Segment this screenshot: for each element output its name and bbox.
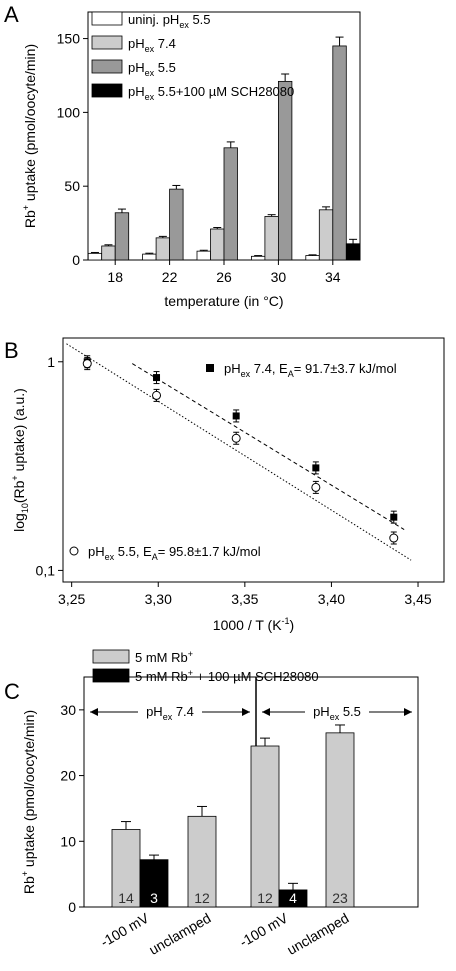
y-axis-label: log10(Rb+ uptake) (a.u.) (10, 388, 30, 532)
y-tick-label: 150 (57, 31, 81, 47)
x-tick-label: 3,45 (404, 591, 431, 607)
x-tick-label: 18 (107, 269, 123, 285)
x-tick-label: -100 mV (237, 909, 291, 950)
y-tick-label: 20 (60, 768, 76, 784)
panel-c-chart: 0 10 20 30 14 3 -100 mV 12 unclamped 12 4 -100 mV 23… (20, 649, 419, 958)
legend-label: pHex 7.4 (128, 36, 176, 54)
y-tick-label: 50 (64, 178, 80, 194)
bar (277, 80, 293, 261)
data-point-circle (231, 433, 241, 443)
data-point-square (312, 464, 320, 472)
bar-n-label: 4 (289, 890, 297, 906)
group-label: pHex 5.5 (313, 704, 361, 722)
bar-n-label: 12 (257, 890, 273, 906)
x-axis-label: temperature (in °C) (164, 293, 283, 309)
bar (87, 252, 103, 261)
panel-letter-b: B (4, 338, 19, 363)
legend-label: uninj. pHex 5.5 (128, 12, 211, 30)
bar-n-label: 14 (118, 890, 134, 906)
data-point-circle (389, 533, 399, 543)
arrow-head-left (262, 708, 270, 716)
bar-n-label: 12 (194, 890, 210, 906)
legend-label: pHex 7.4, EA= 91.7±3.7 kJ/mol (224, 361, 397, 379)
data-point-square (232, 412, 240, 420)
bar (114, 212, 130, 261)
plot-frame (62, 337, 445, 583)
arrow-head-right (404, 708, 412, 716)
y-tick-label: 0 (68, 899, 76, 915)
legend-label: pHex 5.5 (128, 60, 176, 78)
legend-label: pHex 5.5+100 µM SCH28080 (128, 84, 294, 102)
panel-b-chart: 3,25 3,30 3,35 3,40 3,45 1 0,1 pHex 7.4, EA= 91… (10, 337, 445, 633)
arrow-head-left (90, 708, 98, 716)
bar (332, 45, 347, 261)
bar-n-label: 3 (150, 890, 158, 906)
bar (169, 188, 184, 261)
x-tick-label: 3,30 (145, 591, 172, 607)
bar (250, 255, 266, 261)
fit-line (132, 363, 405, 530)
legend-marker (206, 364, 214, 372)
legend-swatch (91, 35, 123, 50)
bar (142, 253, 157, 261)
bar (155, 237, 171, 261)
group-label: pHex 7.4 (146, 704, 194, 722)
x-axis-label: 1000 / T (K-1) (213, 616, 294, 633)
fit-line (66, 343, 412, 561)
panel-letter-a: A (4, 2, 19, 27)
y-tick-label: 10 (60, 833, 76, 849)
bar (318, 209, 334, 261)
bar (250, 745, 280, 908)
data-point-circle (311, 482, 321, 492)
bar (305, 255, 320, 261)
bar (101, 245, 116, 261)
bar (196, 250, 211, 261)
y-tick-label: 0,1 (36, 562, 56, 578)
legend-swatch (92, 668, 130, 683)
y-tick-label: 1 (47, 354, 55, 370)
legend-swatch (92, 649, 130, 664)
bar (223, 147, 238, 261)
y-tick-label: 30 (60, 702, 76, 718)
x-tick-label: 22 (162, 269, 178, 285)
bar-n-label: 23 (332, 890, 348, 906)
x-tick-label: 26 (216, 269, 232, 285)
data-point-square (390, 513, 398, 521)
legend-label: 5 mM Rb+ (135, 649, 193, 665)
x-tick-label: 3,25 (58, 591, 85, 607)
x-tick-label: unclamped (284, 910, 351, 958)
legend-label: 5 mM Rb+ + 100 µM SCH28080 (135, 668, 319, 684)
legend-marker (69, 546, 79, 556)
x-tick-label: 3,40 (318, 591, 345, 607)
x-tick-label: 30 (271, 269, 287, 285)
panel-a-chart: 0 50 100 150 18 22 26 30 34 uninj. pHex 5.5 pHex 7… (21, 11, 361, 309)
legend-swatch (91, 83, 123, 98)
y-axis-label: Rb+ uptake (pmol/oocyte/min) (21, 44, 38, 228)
bar (345, 243, 361, 261)
legend-label: pHex 5.5, EA= 95.8±1.7 kJ/mol (88, 544, 261, 562)
y-tick-label: 0 (72, 252, 80, 268)
arrow-head-right (242, 708, 250, 716)
panel-letter-c: C (4, 679, 20, 704)
legend-swatch (91, 11, 123, 26)
data-point-circle (82, 359, 92, 369)
x-tick-label: -100 mV (98, 909, 152, 950)
bar (210, 228, 225, 261)
data-point-circle (152, 390, 162, 400)
data-point-square (153, 374, 161, 382)
bar (111, 829, 141, 908)
bar (264, 216, 279, 261)
x-tick-label: 34 (325, 269, 341, 285)
y-tick-label: 100 (57, 104, 81, 120)
bar (325, 732, 355, 908)
bar (139, 859, 169, 908)
x-tick-label: 3,35 (231, 591, 258, 607)
y-axis-label: Rb+ uptake (pmol/oocyte/min) (20, 710, 37, 894)
legend-swatch (91, 59, 123, 74)
bar (187, 815, 217, 908)
x-tick-label: unclamped (146, 910, 213, 958)
